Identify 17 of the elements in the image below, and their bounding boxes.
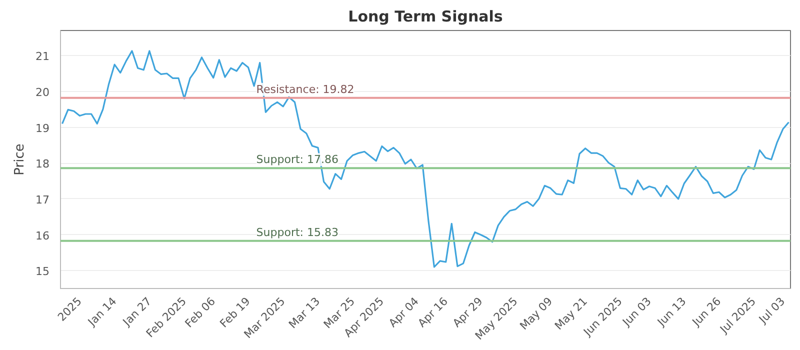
x-tick-label: Jun 13 <box>654 294 689 330</box>
y-tick-label: 21 <box>36 50 50 64</box>
ref-line-label: Support: 15.83 <box>256 226 338 239</box>
y-axis-title: Price <box>12 144 28 176</box>
x-tick-label: Mar 13 <box>286 294 323 332</box>
ref-line-label: Resistance: 19.82 <box>256 82 354 96</box>
y-tick-label: 17 <box>36 193 50 206</box>
chart-title: Long Term Signals <box>348 8 503 26</box>
y-tick-label: 15 <box>36 265 50 278</box>
x-tick-label: Jan 14 <box>84 294 120 330</box>
x-tick-label: Jul 03 <box>756 294 788 327</box>
y-tick-label: 19 <box>36 122 50 135</box>
y-tick-label: 18 <box>36 158 50 171</box>
y-tick-label: 20 <box>36 86 50 99</box>
line-series <box>61 50 790 268</box>
ref-line-label: Support: 17.86 <box>256 153 338 166</box>
y-tick-label: 16 <box>36 229 50 242</box>
